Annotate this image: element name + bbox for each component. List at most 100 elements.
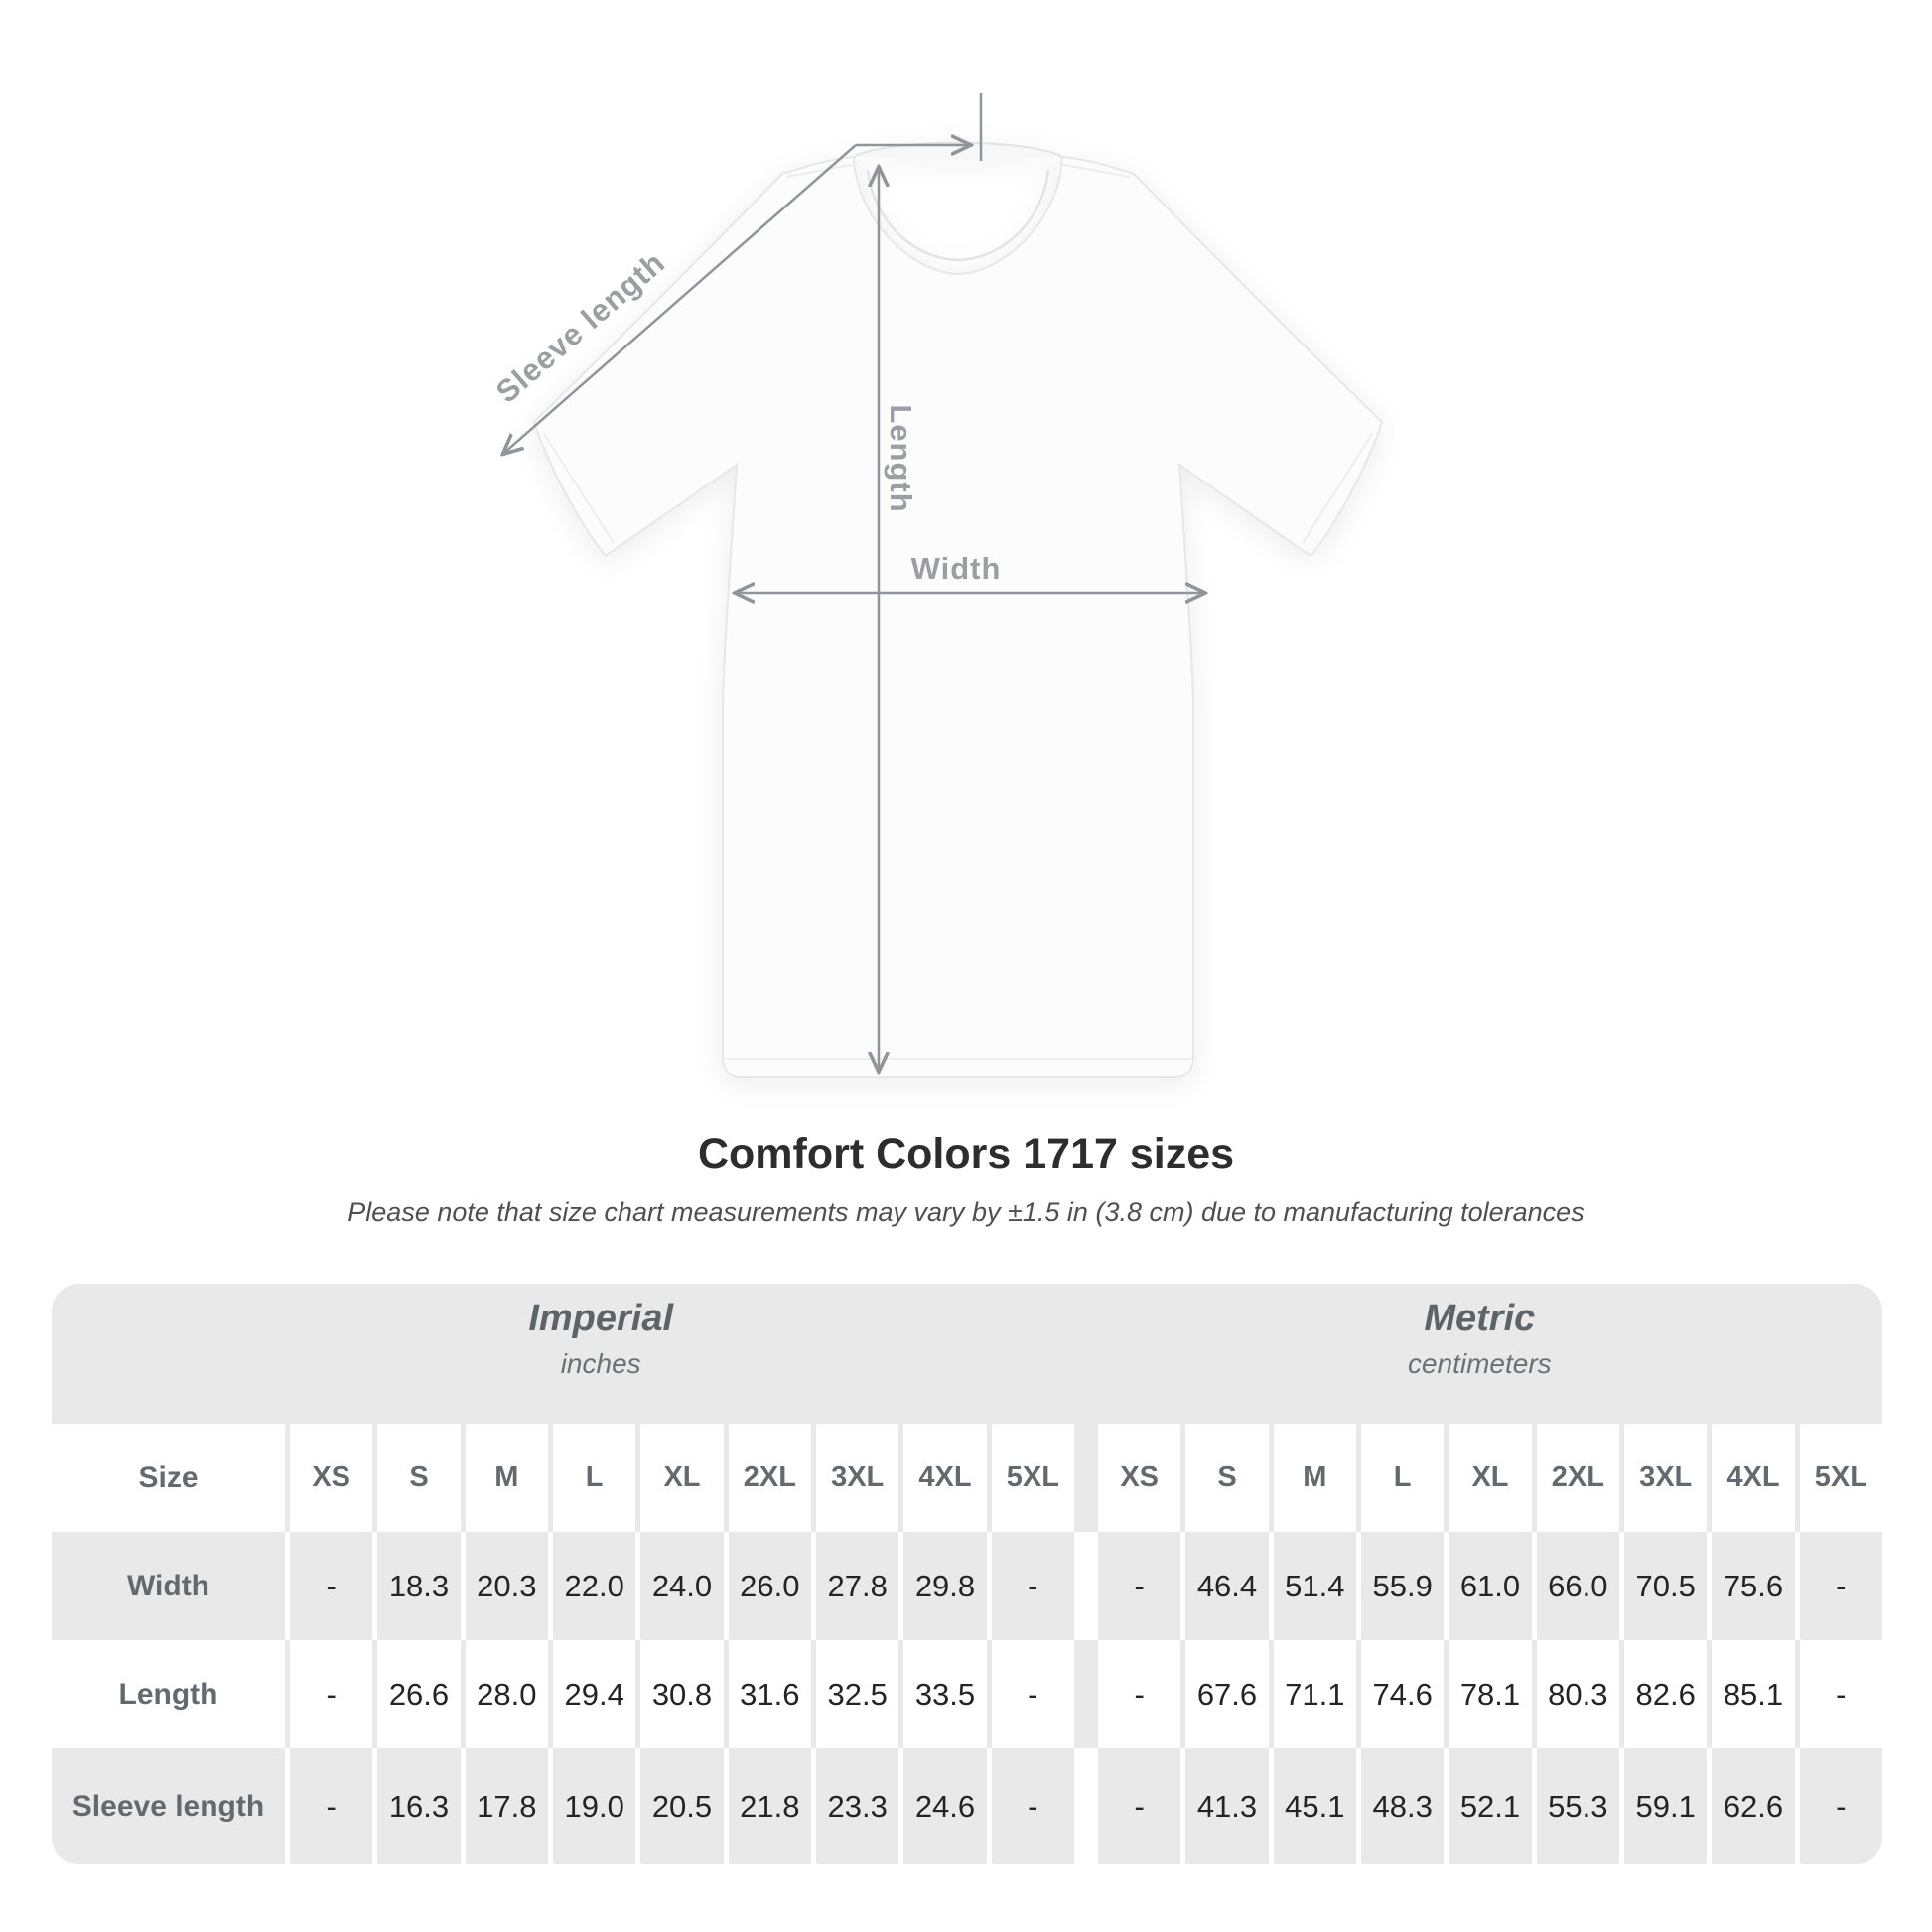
page-title: Comfort Colors 1717 sizes (697, 1130, 1235, 1177)
size-column-header: L (1361, 1424, 1445, 1532)
value-cell: 45.1 (1273, 1748, 1356, 1864)
width-row-label: Width (52, 1532, 285, 1640)
size-column-header: XS (290, 1424, 373, 1532)
value-cell: - (1098, 1640, 1181, 1748)
value-cell: 41.3 (1185, 1748, 1269, 1864)
group-divider (1079, 1532, 1093, 1640)
size-column-label: Size (52, 1424, 285, 1532)
size-column-header: L (553, 1424, 636, 1532)
value-cell: 48.3 (1361, 1748, 1445, 1864)
group-divider (1079, 1424, 1093, 1532)
value-cell: - (1098, 1532, 1181, 1640)
metric-unit: centimeters (1407, 1347, 1552, 1379)
value-cell: - (1799, 1748, 1882, 1864)
value-cell: - (991, 1640, 1074, 1748)
size-header-row: Size XS S M L XL 2XL 3XL 4XL 5XL XS S M L XL 2XL 3XL 4XL… (52, 1424, 1882, 1532)
value-cell: 71.1 (1273, 1640, 1356, 1748)
metric-header-group: Metric centimeters (1408, 1296, 1552, 1385)
value-cell: 29.8 (903, 1532, 987, 1640)
imperial-unit: inches (560, 1347, 641, 1379)
value-cell: - (991, 1748, 1074, 1864)
value-cell: 16.3 (377, 1748, 461, 1864)
size-table: Imperial inches Metric centimeters Size … (52, 1284, 1882, 1864)
value-cell: 52.1 (1449, 1748, 1532, 1864)
size-column-header: 3XL (816, 1424, 899, 1532)
tshirt-measurement-diagram: Sleeve length Length Width (489, 93, 1384, 1078)
size-column-header: M (1273, 1424, 1356, 1532)
value-cell: 55.9 (1361, 1532, 1445, 1640)
value-cell: 32.5 (816, 1640, 899, 1748)
size-column-header: 2XL (728, 1424, 811, 1532)
value-cell: 62.6 (1712, 1748, 1795, 1864)
value-cell: 17.8 (465, 1748, 548, 1864)
size-column-header: 4XL (903, 1424, 987, 1532)
value-cell: 26.0 (728, 1532, 811, 1640)
value-cell: 26.6 (377, 1640, 461, 1748)
value-cell: 28.0 (465, 1640, 548, 1748)
value-cell: 21.8 (728, 1748, 811, 1864)
imperial-header: Imperial (528, 1298, 674, 1339)
value-cell: 67.6 (1185, 1640, 1269, 1748)
value-cell: 51.4 (1273, 1532, 1356, 1640)
value-cell: 46.4 (1185, 1532, 1269, 1640)
value-cell: 75.6 (1712, 1532, 1795, 1640)
sleeve-length-row: Sleeve length -16.3 17.8 19.0 20.5 21.8 23.3 2… (52, 1748, 1882, 1864)
tshirt-body (532, 155, 1384, 1078)
value-cell: 74.6 (1361, 1640, 1445, 1748)
value-cell: 18.3 (377, 1532, 461, 1640)
tshirt-back-collar (853, 141, 1063, 158)
size-column-header: 5XL (1799, 1424, 1882, 1532)
metric-header: Metric (1424, 1298, 1536, 1339)
value-cell: 22.0 (553, 1532, 636, 1640)
value-cell: 80.3 (1536, 1640, 1619, 1748)
size-column-header: 2XL (1536, 1424, 1619, 1532)
value-cell: - (1799, 1532, 1882, 1640)
value-cell: 20.5 (640, 1748, 724, 1864)
size-column-header: M (465, 1424, 548, 1532)
size-column-header: S (1185, 1424, 1269, 1532)
value-cell: 23.3 (816, 1748, 899, 1864)
value-cell: 24.6 (903, 1748, 987, 1864)
value-cell: - (290, 1532, 373, 1640)
value-cell: - (290, 1748, 373, 1864)
length-row: Length -26.6 28.0 29.4 30.8 31.6 32.5 33.5- -67… (52, 1640, 1882, 1748)
value-cell: 82.6 (1624, 1640, 1708, 1748)
group-divider (1079, 1640, 1093, 1748)
size-column-header: 5XL (991, 1424, 1074, 1532)
sleeve-length-row-label: Sleeve length (52, 1748, 285, 1864)
width-row: Width -18.3 20.3 22.0 24.0 26.0 27.8 29.8- -46.… (52, 1532, 1882, 1640)
size-column-header: XS (1098, 1424, 1181, 1532)
value-cell: - (1098, 1748, 1181, 1864)
unit-header-band: Imperial inches Metric centimeters (52, 1284, 1882, 1424)
value-cell: 66.0 (1536, 1532, 1619, 1640)
value-cell: 20.3 (465, 1532, 548, 1640)
tolerance-note: Please note that size chart measurements… (347, 1197, 1585, 1227)
tshirt-illustration (532, 141, 1384, 1078)
size-column-header: 3XL (1624, 1424, 1708, 1532)
length-label: Length (884, 404, 918, 513)
value-cell: 24.0 (640, 1532, 724, 1640)
value-cell: 29.4 (553, 1640, 636, 1748)
value-cell: 30.8 (640, 1640, 724, 1748)
value-cell: 31.6 (728, 1640, 811, 1748)
value-cell: 33.5 (903, 1640, 987, 1748)
value-cell: 85.1 (1712, 1640, 1795, 1748)
value-cell: 59.1 (1624, 1748, 1708, 1864)
size-column-header: S (377, 1424, 461, 1532)
size-column-header: XL (1449, 1424, 1532, 1532)
value-cell: 27.8 (816, 1532, 899, 1640)
imperial-header-group: Imperial inches (528, 1296, 673, 1385)
width-label: Width (910, 551, 1002, 586)
value-cell: - (1799, 1640, 1882, 1748)
size-column-header: XL (640, 1424, 724, 1532)
value-cell: 78.1 (1449, 1640, 1532, 1748)
value-cell: - (290, 1640, 373, 1748)
length-row-label: Length (52, 1640, 285, 1748)
value-cell: - (991, 1532, 1074, 1640)
value-cell: 55.3 (1536, 1748, 1619, 1864)
group-divider (1079, 1748, 1093, 1864)
size-column-header: 4XL (1712, 1424, 1795, 1532)
value-cell: 19.0 (553, 1748, 636, 1864)
value-cell: 70.5 (1624, 1532, 1708, 1640)
